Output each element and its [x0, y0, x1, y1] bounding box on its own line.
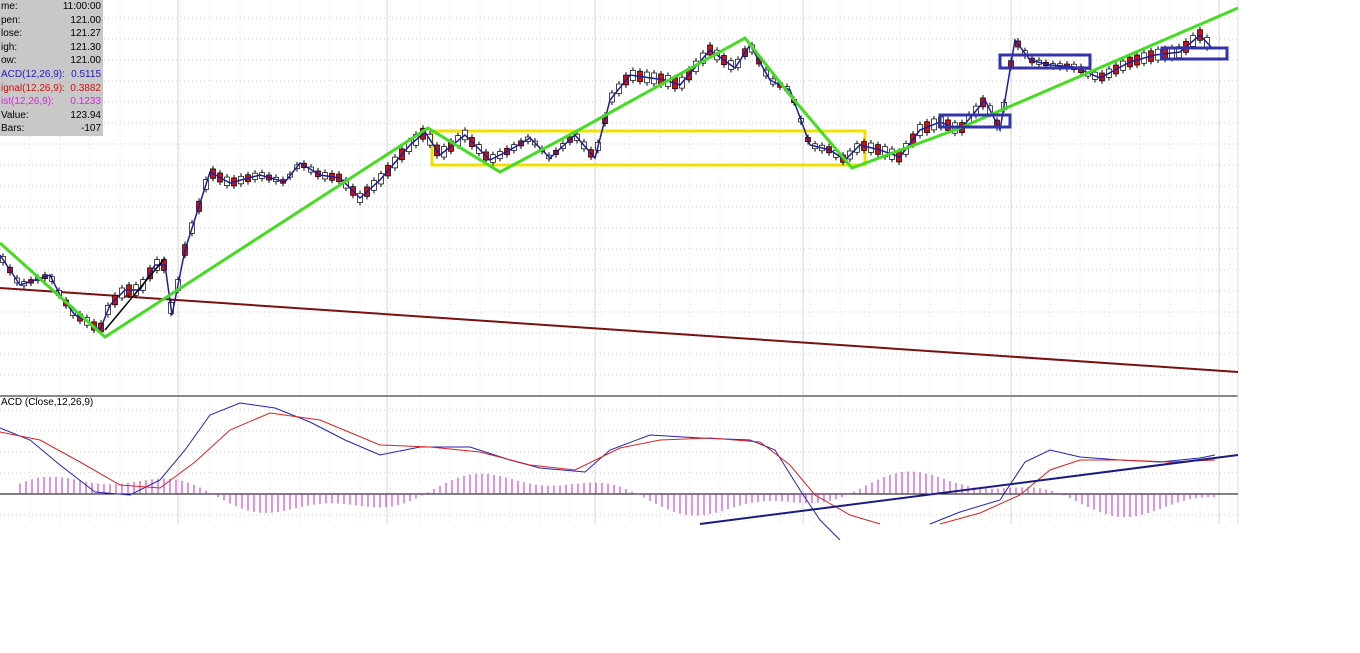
pane-title: ACD (Close,12,26,9) — [1, 397, 94, 408]
macd-trendline — [699, 454, 1239, 525]
info-row: pen: 121.00 — [0, 14, 103, 28]
info-value: 121.00 — [70, 14, 101, 26]
macd-line — [929, 449, 1216, 525]
info-value: 11:00:00 — [62, 1, 101, 12]
consolidation-box — [998, 53, 1092, 70]
zigzag-line — [0, 6, 1239, 339]
trend-segment — [104, 257, 166, 331]
range-box — [430, 129, 867, 167]
info-row: igh: 121.30 — [0, 41, 103, 55]
info-value: 121.27 — [70, 28, 101, 40]
info-value: 0.3882 — [70, 82, 101, 94]
info-label: me: — [1, 1, 18, 12]
info-value: 121.00 — [70, 55, 101, 67]
macd-histogram — [19, 471, 1215, 518]
info-value: -107 — [80, 123, 101, 135]
macd-line — [0, 402, 841, 541]
info-panel: me: 11:00:00 pen: 121.00 lose: 121.27 igh: 121.… — [0, 0, 103, 136]
info-row: ignal(12,26,9): 0.3882 — [0, 82, 103, 96]
info-row: ACD(12,26,9): 0.5115 — [0, 68, 103, 82]
info-value: 123.94 — [70, 109, 101, 121]
info-label: lose: — [1, 28, 23, 40]
consolidation-box — [1160, 46, 1229, 61]
consolidation-box — [938, 113, 1012, 129]
signal-line — [939, 459, 1216, 525]
grid — [0, 0, 1238, 524]
info-label: Bars: — [1, 123, 25, 135]
info-value: 121.30 — [70, 41, 101, 53]
info-row: me: 11:00:00 — [0, 0, 103, 14]
info-label: Value: — [1, 109, 29, 121]
info-label: igh: — [1, 41, 18, 53]
price-line — [0, 33, 1213, 332]
info-label: ACD(12,26,9): — [1, 68, 65, 80]
info-value: 0.1233 — [70, 96, 101, 108]
info-row: ist(12,26,9): 0.1233 — [0, 95, 103, 109]
info-label: ist(12,26,9): — [1, 96, 54, 108]
info-row: ow: 121.00 — [0, 54, 103, 68]
long-trendline — [0, 287, 1239, 373]
info-label: ignal(12,26,9): — [1, 82, 65, 94]
signal-line — [0, 412, 881, 525]
info-row: lose: 121.27 — [0, 27, 103, 41]
info-value: 0.5115 — [71, 68, 101, 80]
info-row: Value: 123.94 — [0, 109, 103, 123]
info-label: ow: — [1, 55, 17, 67]
info-label: pen: — [1, 14, 21, 26]
info-row: Bars: -107 — [0, 122, 103, 136]
